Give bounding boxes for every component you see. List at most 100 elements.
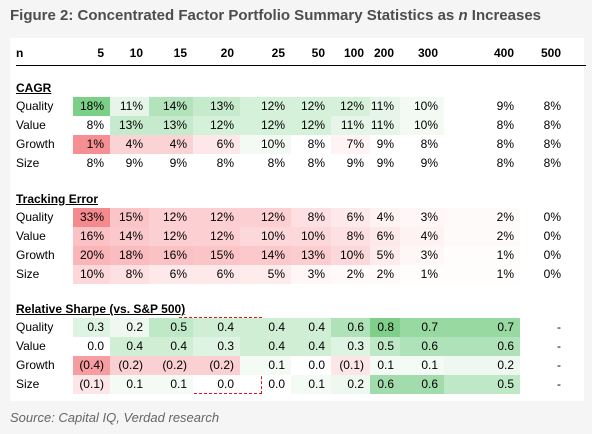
table-cell: 9% bbox=[346, 156, 364, 170]
table-cell: 8% bbox=[543, 156, 561, 170]
table-cell: 16% bbox=[73, 227, 110, 246]
table-cell: 2% bbox=[444, 227, 520, 246]
title-text: Figure 2: Concentrated Factor Portfolio … bbox=[10, 7, 459, 24]
table-cell: (0.2) bbox=[149, 356, 193, 375]
table-cell: 18% bbox=[73, 97, 110, 116]
table-cell: 10% bbox=[291, 227, 331, 246]
table-cell: 12% bbox=[291, 116, 331, 135]
table-cell: 18% bbox=[110, 246, 149, 265]
table-cell: 8% bbox=[307, 137, 325, 151]
table-cell: 0.4 bbox=[193, 318, 240, 337]
table-cell: 0.5 bbox=[370, 337, 400, 356]
table-cell: 8% bbox=[86, 156, 104, 170]
row-label: Size bbox=[16, 377, 40, 391]
row-label: Quality bbox=[16, 210, 54, 224]
table-cell: 13% bbox=[149, 116, 193, 135]
table-cell: 33% bbox=[73, 208, 110, 227]
table-cell: 8% bbox=[543, 137, 561, 151]
table-cell: (0.4) bbox=[73, 356, 110, 375]
table-cell: 0.4 bbox=[291, 318, 331, 337]
table-cell: 8% bbox=[496, 156, 514, 170]
table-cell: 8% bbox=[543, 99, 561, 113]
table-cell: 6% bbox=[370, 227, 400, 246]
section-title: Tracking Error bbox=[16, 192, 99, 206]
table-cell: 0.4 bbox=[240, 337, 291, 356]
table-cell: 8% bbox=[307, 156, 325, 170]
table-cell: 10% bbox=[240, 135, 291, 154]
row-label: Growth bbox=[16, 248, 55, 262]
table-cell: (0.2) bbox=[110, 356, 149, 375]
table-cell: 0.6 bbox=[331, 318, 370, 337]
table-cell: 0.1 bbox=[149, 375, 193, 394]
table-cell: 3% bbox=[291, 265, 331, 284]
table-cell: 10% bbox=[400, 97, 444, 116]
row-label: Size bbox=[16, 267, 40, 281]
table-cell: (0.1) bbox=[331, 356, 370, 375]
table-cell: 0.6 bbox=[444, 337, 520, 356]
table-cell: (0.1) bbox=[73, 375, 110, 394]
header-n-100: 100 bbox=[343, 46, 364, 60]
table-cell: 0.8 bbox=[370, 318, 400, 337]
table-cell: 12% bbox=[291, 97, 331, 116]
table-cell: 3% bbox=[400, 208, 444, 227]
row-label: Size bbox=[16, 156, 40, 170]
table-cell: 10% bbox=[400, 116, 444, 135]
table-cell: 8% bbox=[291, 208, 331, 227]
table-cell: 0.1 bbox=[110, 375, 149, 394]
table-cell: 15% bbox=[110, 208, 149, 227]
table-cell: 0.6 bbox=[370, 375, 400, 394]
header-n-400: 400 bbox=[493, 46, 514, 60]
table-cell: 10% bbox=[331, 246, 370, 265]
table-cell: 8% bbox=[420, 137, 438, 151]
header-n-5: 5 bbox=[97, 46, 104, 60]
table-cell: 11% bbox=[370, 97, 400, 116]
table-cell: 8% bbox=[86, 118, 104, 132]
table-cell: 8% bbox=[216, 156, 234, 170]
table-cell: 6% bbox=[193, 265, 240, 284]
table-cell: 3% bbox=[400, 246, 444, 265]
table-cell: 0.5 bbox=[149, 318, 193, 337]
header-n-300: 300 bbox=[417, 46, 438, 60]
row-label: Quality bbox=[16, 320, 54, 334]
table-cell: (0.2) bbox=[193, 356, 240, 375]
table-cell: 12% bbox=[240, 208, 291, 227]
table-cell: 12% bbox=[240, 97, 291, 116]
table-cell: - bbox=[557, 377, 561, 391]
table-cell: 2% bbox=[444, 208, 520, 227]
table-cell: 0.1 bbox=[370, 356, 400, 375]
table-cell: 8% bbox=[110, 265, 149, 284]
table-cell: 8% bbox=[267, 156, 285, 170]
header-n-25: 25 bbox=[271, 46, 285, 60]
table-cell: 9% bbox=[125, 156, 143, 170]
table-cell: 0% bbox=[543, 229, 561, 243]
header-n-15: 15 bbox=[173, 46, 187, 60]
table-cell: - bbox=[557, 358, 561, 372]
table-cell: 8% bbox=[543, 118, 561, 132]
table-cell: 0.2 bbox=[110, 318, 149, 337]
table-cell: 0.2 bbox=[444, 356, 520, 375]
header-n-500: 500 bbox=[540, 46, 561, 60]
table-cell: 10% bbox=[240, 227, 291, 246]
table-cell: 11% bbox=[370, 116, 400, 135]
table-cell: 10% bbox=[73, 265, 110, 284]
table-cell: 9% bbox=[420, 156, 438, 170]
table-cell: 0.0 bbox=[87, 339, 104, 353]
summary-statistics-table: n 5 10 15 20 25 50 100 200 300 400 500 CAGR Quality 1… bbox=[10, 38, 586, 401]
table-cell: 0.4 bbox=[240, 318, 291, 337]
table-cell: 4% bbox=[400, 227, 444, 246]
header-n-200: 200 bbox=[373, 46, 394, 60]
section-title: CAGR bbox=[16, 81, 52, 95]
source-note: Source: Capital IQ, Verdad research bbox=[10, 410, 220, 425]
table-cell: 0.0 bbox=[308, 358, 325, 372]
table-cell: 1% bbox=[73, 135, 110, 154]
table-cell: 0% bbox=[543, 210, 561, 224]
title-n-variable: n bbox=[458, 7, 468, 24]
table-cell: 16% bbox=[149, 246, 193, 265]
table-cell: 0.4 bbox=[110, 337, 149, 356]
header-n-10: 10 bbox=[129, 46, 143, 60]
table-cell: 1% bbox=[444, 246, 520, 265]
header-n-label: n bbox=[16, 46, 24, 60]
table-cell: 0.3 bbox=[193, 337, 240, 356]
table-cell: 12% bbox=[193, 227, 240, 246]
row-label: Value bbox=[16, 118, 46, 132]
